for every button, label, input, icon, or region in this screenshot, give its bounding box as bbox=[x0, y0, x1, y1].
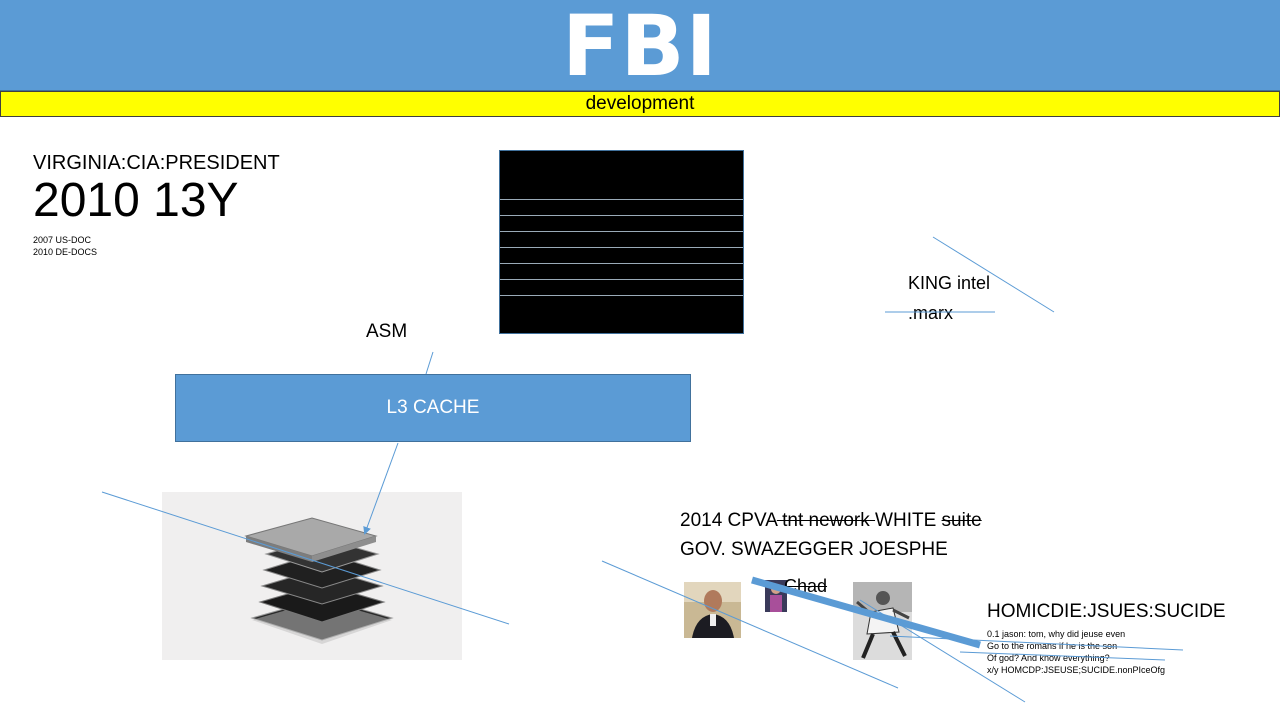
cpu-package-image bbox=[162, 492, 462, 660]
homicide-title: HOMICDIE:JSUES:SUCIDE bbox=[987, 601, 1226, 622]
redaction-stripe bbox=[500, 279, 743, 280]
cpva-heading: 2014 CPVA tnt nework WHITE suite bbox=[680, 510, 982, 532]
king-line: KING intel bbox=[908, 273, 991, 293]
gov-name-text: GOV. SWAZEGGER JOESPHE bbox=[680, 539, 948, 560]
redaction-stripe bbox=[500, 247, 743, 248]
subtitle-label: development bbox=[585, 93, 695, 114]
cpva-struck-suite: suite bbox=[941, 510, 982, 531]
doc-list: 2007 US-DOC 2010 DE-DOCS bbox=[33, 234, 97, 258]
subtitle-bar bbox=[0, 91, 1280, 117]
quote-line: x/y HOMCDP:JSEUSE;SUCIDE.nonPIceOfg bbox=[987, 665, 1166, 675]
chad-label: Chad bbox=[784, 576, 827, 597]
redaction-stripe bbox=[500, 263, 743, 264]
king-intel-text: KING intel .marx bbox=[908, 268, 990, 328]
header-bar bbox=[0, 0, 1280, 91]
l3-cache-box bbox=[175, 374, 691, 442]
quote-line: 0.1 jason: tom, why did jeuse even bbox=[987, 629, 1126, 639]
redaction-stripe bbox=[500, 199, 743, 200]
redaction-stripe bbox=[500, 231, 743, 232]
quote-block: 0.1 jason: tom, why did jeuse even Go to… bbox=[987, 628, 1165, 676]
doc-line: 2010 DE-DOCS bbox=[33, 247, 98, 257]
dancer-icon bbox=[853, 582, 912, 660]
asm-label: ASM bbox=[366, 321, 408, 342]
cpva-white: WHITE bbox=[875, 510, 942, 531]
cpva-struck-text: tnt nework bbox=[776, 510, 876, 531]
location-text: VIRGINIA:CIA:PRESIDENT bbox=[33, 152, 280, 174]
cpu-package-exploded-icon bbox=[244, 517, 394, 644]
page-title: FBI bbox=[562, 0, 718, 95]
redaction-stripe bbox=[500, 295, 743, 296]
portrait-photo bbox=[684, 582, 741, 638]
dancer-photo bbox=[853, 582, 912, 660]
year-text: 2010 13Y bbox=[33, 174, 239, 227]
l3-cache-label: L3 CACHE bbox=[386, 397, 480, 418]
doc-line: 2007 US-DOC bbox=[33, 235, 92, 245]
connector-line bbox=[425, 351, 434, 375]
redacted-block bbox=[499, 150, 744, 334]
chad-text: Chad bbox=[784, 576, 828, 596]
quote-line: Of god? And know everything? bbox=[987, 653, 1110, 663]
redaction-stripe bbox=[500, 215, 743, 216]
marx-line: .marx bbox=[908, 303, 953, 323]
cpva-year: 2014 CPVA bbox=[680, 510, 777, 531]
quote-line: Go to the romans if he is the son bbox=[987, 641, 1118, 651]
person-icon bbox=[684, 582, 741, 638]
